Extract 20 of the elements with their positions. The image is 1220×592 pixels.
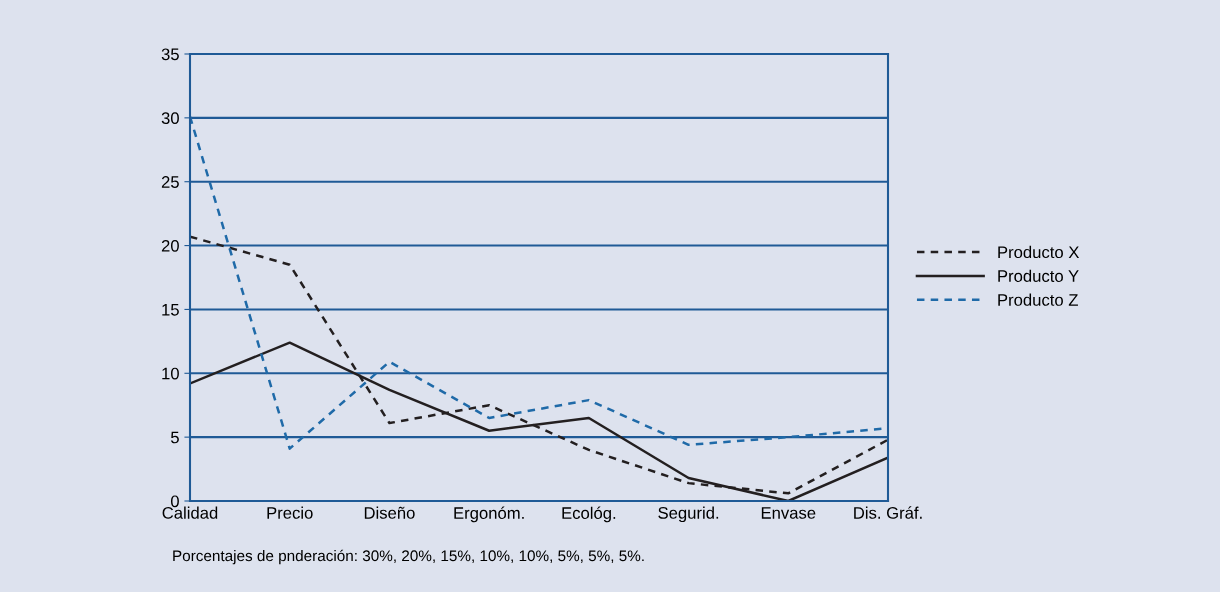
x-tick-label: Segurid. — [658, 506, 719, 523]
x-tick-label: Envase — [761, 507, 816, 519]
x-tick-label: Dis. Gráf. — [854, 506, 922, 519]
x-tick-label: Ergonóm. — [454, 506, 524, 523]
y-tick-label: 0 — [170, 495, 179, 508]
y-tick-label: 30 — [161, 112, 179, 125]
x-tick-label: Diseño — [364, 506, 415, 519]
y-tick-label: 5 — [170, 431, 179, 444]
legend-label: Producto Z — [998, 293, 1078, 306]
y-tick-label: 15 — [162, 304, 179, 316]
legend-label: Producto Y — [998, 269, 1079, 282]
text: Porcentajes de pnderación: 30%, 20%, 15%, 10%, 10%, 5%, 5%, 5%. — [173, 549, 644, 565]
y-tick-label: 25 — [161, 176, 179, 188]
legend-label: Producto X — [998, 245, 1080, 259]
x-tick-label: Ecológ. — [562, 506, 616, 523]
x-tick-label: Calidad — [162, 506, 218, 519]
x-tick-label: Precio — [267, 506, 313, 519]
y-tick-label: 35 — [161, 48, 179, 61]
y-tick-label: 20 — [161, 239, 179, 252]
y-tick-label: 10 — [162, 367, 179, 380]
